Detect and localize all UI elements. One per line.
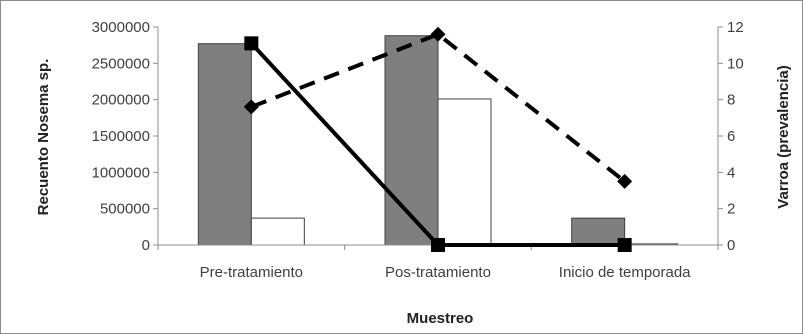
y-tick-label-right-3: 4	[727, 164, 735, 181]
y-tick-label-right-6: 10	[727, 55, 744, 72]
x-tick-label-3: Inicio de temporada	[559, 264, 691, 281]
y-tick-label-right-5: 8	[727, 92, 735, 109]
x-tick-label-1: Pre-tratamiento	[200, 264, 303, 281]
y-tick-label-left-3: 1000000	[92, 164, 150, 181]
y-tick-label-left-5: 2000000	[92, 92, 150, 109]
y-axis-title-right: Varroa (prevalencia)	[775, 65, 792, 208]
ticks-layer: 0 500000 1000000 1500000 2000000 2500000 30000…	[92, 19, 744, 281]
marker-square-2	[431, 238, 445, 252]
bar-series1-3	[571, 217, 626, 246]
lines-layer	[243, 26, 633, 252]
y-tick-label-right-1: 0	[727, 237, 735, 254]
marker-square-1	[244, 36, 259, 51]
line-series-dashed	[250, 31, 626, 183]
bar-series1-1	[197, 43, 252, 246]
y-tick-label-right-7: 12	[727, 19, 744, 36]
y-tick-label-right-2: 2	[727, 201, 735, 218]
y-tick-label-left-1: 0	[142, 237, 150, 254]
marker-square-3	[617, 238, 632, 252]
y-tick-label-left-6: 2500000	[92, 55, 150, 72]
y-tick-label-left-7: 3000000	[92, 19, 150, 36]
x-tick-label-2: Pos-tratamiento	[385, 264, 491, 281]
bar-series2-2	[437, 98, 492, 246]
x-axis-title: Muestreo	[407, 310, 474, 327]
y-tick-label-left-2: 500000	[100, 201, 150, 218]
bars-layer	[197, 35, 679, 246]
bar-series2-1	[250, 217, 305, 246]
y-axis-title-left: Recuento Nosema sp.	[35, 59, 52, 216]
marker-diamond-2	[430, 26, 446, 42]
bar-series1-2	[384, 35, 439, 246]
marker-diamond-3	[617, 173, 633, 189]
y-tick-label-right-4: 6	[727, 128, 735, 145]
marker-diamond-1	[243, 99, 259, 115]
y-tick-label-left-4: 1500000	[92, 128, 150, 145]
